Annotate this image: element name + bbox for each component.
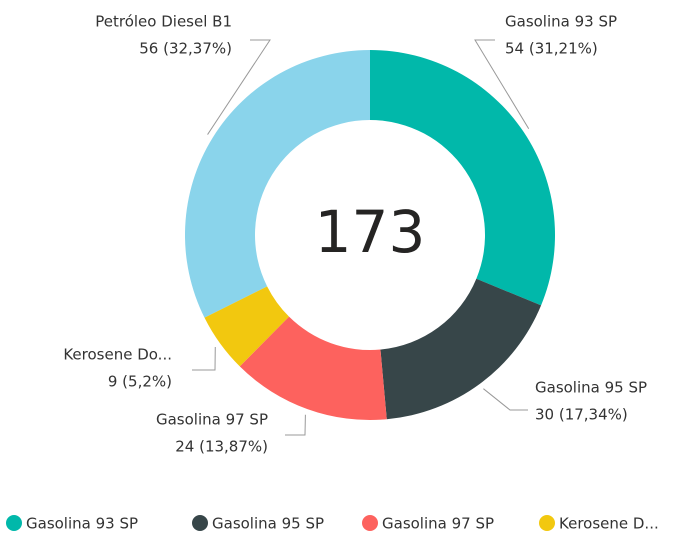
legend-swatch — [6, 515, 22, 531]
slice-value-label: 56 (32,37%) — [139, 40, 232, 58]
leader-line — [474, 39, 530, 129]
center-total: 173 — [315, 198, 426, 266]
legend-label: Gasolina 93 SP — [26, 515, 138, 533]
donut-slice — [380, 278, 542, 420]
legend-swatch — [192, 515, 208, 531]
slice-value-label: 9 (5,2%) — [108, 373, 172, 391]
leader-line — [285, 414, 306, 436]
leader-line — [207, 39, 271, 135]
slice-label: Petróleo Diesel B1 — [95, 13, 232, 31]
slice-value-label: 24 (13,87%) — [175, 438, 268, 456]
legend-swatch — [539, 515, 555, 531]
legend-label: Gasolina 97 SP — [382, 515, 494, 533]
slice-label: Gasolina 95 SP — [535, 379, 647, 397]
slice-label: Kerosene Do... — [63, 346, 172, 364]
donut-slice — [239, 316, 387, 420]
leader-line — [483, 388, 528, 411]
slice-label: Gasolina 93 SP — [505, 13, 617, 31]
legend-label: Kerosene D... — [559, 515, 659, 533]
donut-slice — [370, 50, 555, 306]
leader-line — [192, 346, 216, 371]
donut-slice — [184, 50, 370, 318]
slice-label: Gasolina 97 SP — [156, 411, 268, 429]
slice-value-label: 30 (17,34%) — [535, 406, 628, 424]
slice-value-label: 54 (31,21%) — [505, 40, 598, 58]
legend-label: Gasolina 95 SP — [212, 515, 324, 533]
legend-swatch — [362, 515, 378, 531]
donut-slice — [204, 286, 290, 367]
